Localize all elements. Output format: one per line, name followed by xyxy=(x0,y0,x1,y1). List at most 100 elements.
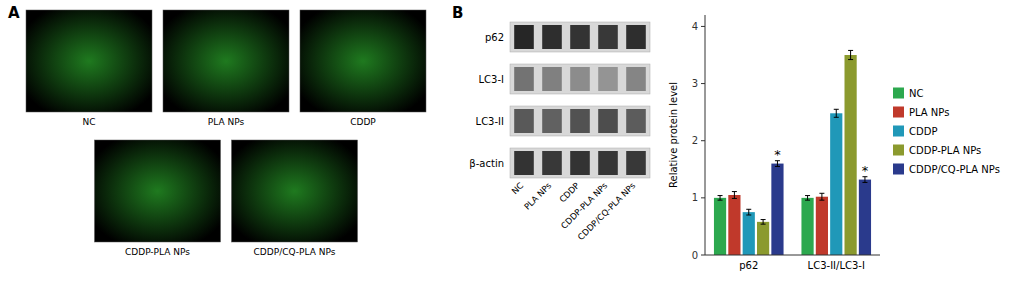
panel-b-blot: Bp62LC3-ILC3-IIβ-actinNCPLA NPsCDDPCDDP-… xyxy=(452,4,650,242)
blot-band xyxy=(598,109,618,133)
blot-band xyxy=(598,67,618,91)
y-tick-label: 3 xyxy=(692,78,698,89)
error-cap xyxy=(761,224,766,225)
y-tick-label: 4 xyxy=(692,21,698,32)
image-panel xyxy=(163,10,289,112)
blot-band xyxy=(626,109,646,133)
y-tick xyxy=(701,83,705,84)
error-stem xyxy=(821,193,822,200)
error-stem xyxy=(748,209,749,215)
error-bar xyxy=(746,209,751,215)
legend-label: CDDP/CQ-PLA NPs xyxy=(909,164,1000,175)
blot-band xyxy=(570,151,590,175)
y-axis-line xyxy=(705,15,706,255)
error-cap xyxy=(862,182,867,183)
image-label: CDDP-PLA NPs xyxy=(125,247,190,257)
x-tick-label: p62 xyxy=(739,260,758,271)
bar xyxy=(757,222,769,255)
y-tick-label: 2 xyxy=(692,135,698,146)
blot-band xyxy=(542,25,562,49)
error-cap xyxy=(732,198,737,199)
image-label: CDDP xyxy=(350,117,376,127)
error-cap xyxy=(761,219,766,220)
blot-strip xyxy=(510,22,650,52)
legend-label: NC xyxy=(909,88,923,99)
blot-lane-label: CDDP-PLA NPs xyxy=(559,180,610,231)
blot-band xyxy=(570,67,590,91)
error-bar xyxy=(834,109,839,117)
error-cap xyxy=(834,109,839,110)
blot-lane-label: CDDP/CQ-PLA NPs xyxy=(576,180,638,242)
legend: NCPLA NPsCDDPCDDP-PLA NPsCDDP/CQ-PLA NPs xyxy=(893,88,1000,176)
panel-a: ANCPLA NPsCDDPCDDP-PLA NPsCDDP/CQ-PLA NP… xyxy=(8,4,426,257)
bar xyxy=(714,198,726,255)
blot-band xyxy=(626,25,646,49)
error-cap xyxy=(834,117,839,118)
image-panel xyxy=(232,140,358,242)
blot-band xyxy=(598,25,618,49)
panel-label: B xyxy=(452,4,463,22)
bars xyxy=(714,50,871,255)
blot-lane-label: CDDP xyxy=(557,180,581,204)
bar xyxy=(845,55,857,255)
error-cap xyxy=(775,166,780,167)
blot-band xyxy=(542,109,562,133)
blot-band xyxy=(570,109,590,133)
panel-label: A xyxy=(8,4,20,22)
error-cap xyxy=(848,59,853,60)
blot-band xyxy=(626,151,646,175)
bar xyxy=(816,197,828,255)
error-bar xyxy=(819,193,824,200)
legend-label: PLA NPs xyxy=(909,107,949,118)
annotation: * xyxy=(774,147,781,162)
blot-lane-label: NC xyxy=(510,180,526,196)
blot-strip xyxy=(510,148,650,178)
error-cap xyxy=(718,200,723,201)
blot-strip xyxy=(510,106,650,136)
bar xyxy=(743,212,755,255)
y-tick xyxy=(701,26,705,27)
error-bar xyxy=(761,220,766,225)
blot-band xyxy=(514,151,534,175)
figure: ANCPLA NPsCDDPCDDP-PLA NPsCDDP/CQ-PLA NP… xyxy=(0,0,1019,289)
image-panel xyxy=(95,140,221,242)
error-cap xyxy=(746,215,751,216)
error-cap xyxy=(718,195,723,196)
blot-row-label: LC3-II xyxy=(476,116,504,127)
legend-swatch xyxy=(893,145,904,156)
bar-chart: 01234Relative protein level**p62LC3-II/L… xyxy=(668,15,880,271)
error-cap xyxy=(848,50,853,51)
image-label: CDDP/CQ-PLA NPs xyxy=(254,247,336,257)
error-cap xyxy=(805,195,810,196)
bar xyxy=(830,113,842,255)
blot-row-label: p62 xyxy=(485,32,504,43)
x-axis-line xyxy=(705,255,880,256)
error-cap xyxy=(732,191,737,192)
legend-swatch xyxy=(893,126,904,137)
error-bar xyxy=(805,196,810,201)
bar xyxy=(801,198,813,255)
error-cap xyxy=(746,209,751,210)
blot-band xyxy=(626,67,646,91)
blot-band xyxy=(542,67,562,91)
y-tick-label: 0 xyxy=(692,250,698,261)
y-axis-label: Relative protein level xyxy=(668,82,679,188)
legend-label: CDDP xyxy=(909,126,937,137)
error-cap xyxy=(819,200,824,201)
blot-row-label: LC3-I xyxy=(479,74,504,85)
y-tick xyxy=(701,197,705,198)
legend-swatch xyxy=(893,164,904,175)
error-stem xyxy=(850,50,851,59)
annotation: * xyxy=(862,163,869,178)
error-cap xyxy=(805,200,810,201)
error-bar xyxy=(718,196,723,201)
bar xyxy=(859,180,871,255)
image-panel xyxy=(26,10,152,112)
error-cap xyxy=(819,193,824,194)
image-panel xyxy=(300,10,426,112)
blot-band xyxy=(514,67,534,91)
bar xyxy=(728,195,740,255)
error-stem xyxy=(836,109,837,117)
y-tick-label: 1 xyxy=(692,192,698,203)
image-label: NC xyxy=(82,117,95,127)
